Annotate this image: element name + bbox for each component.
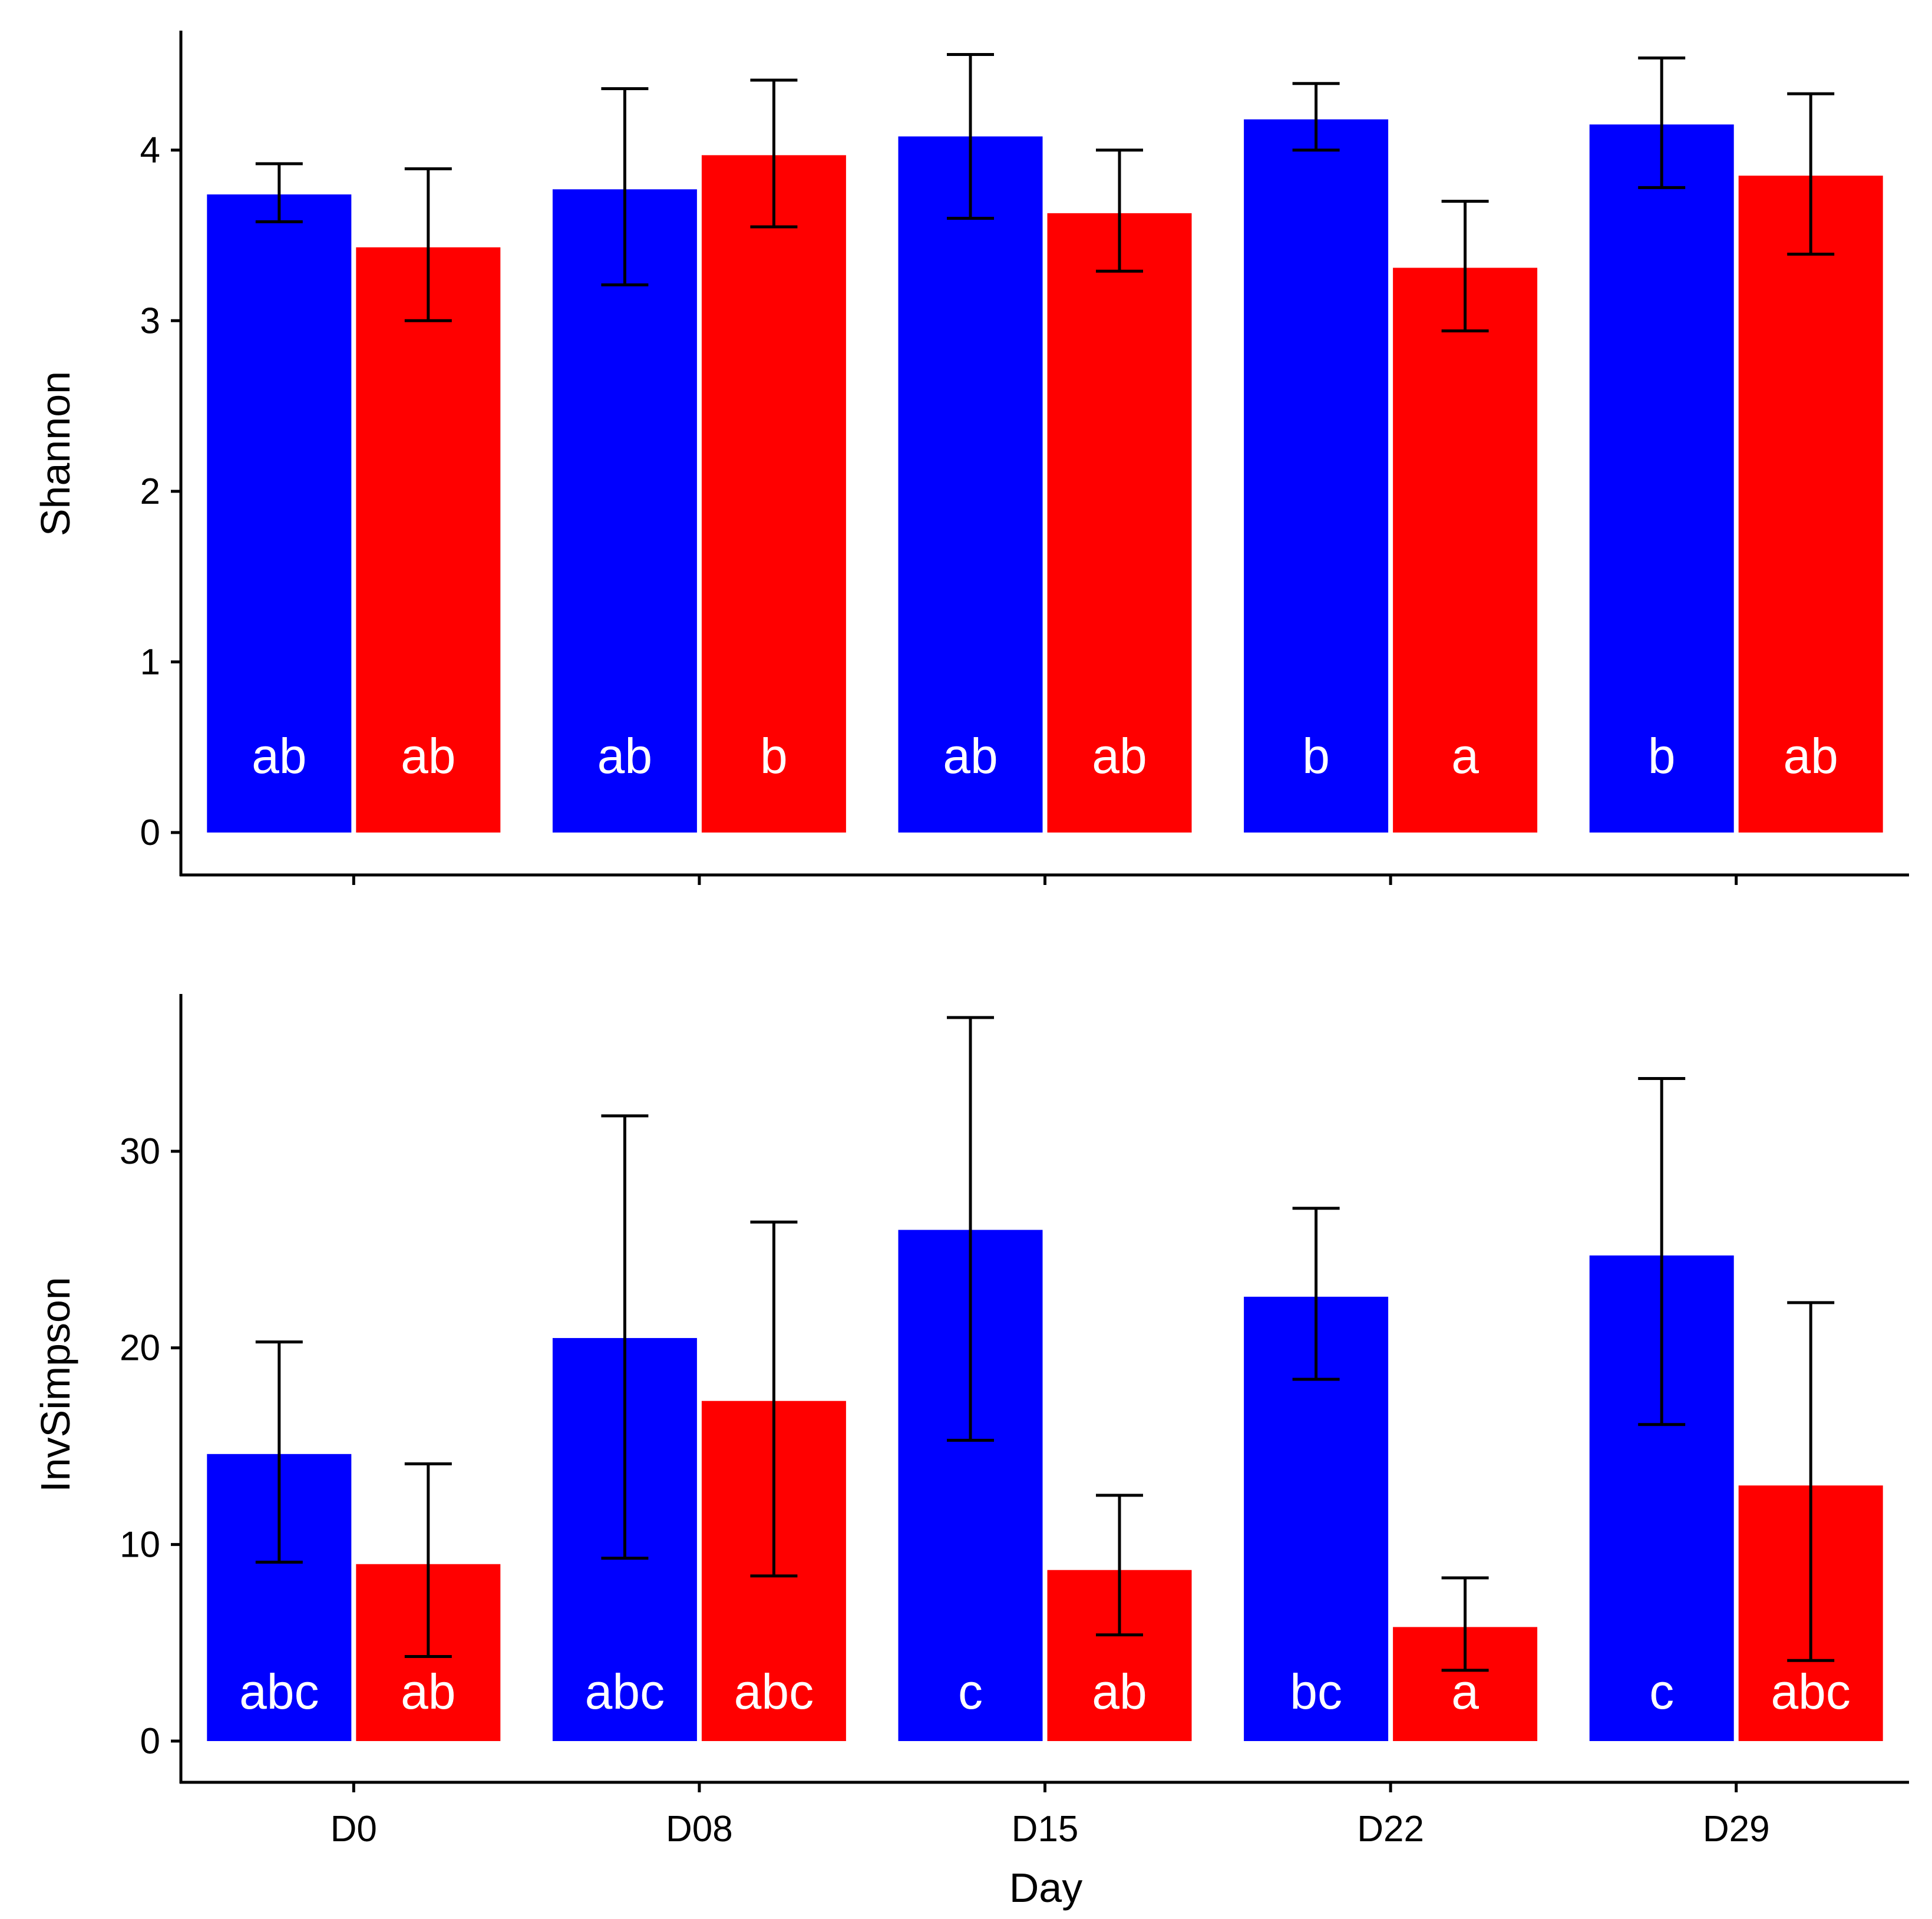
invsimpson-error-bar-D22-s0 bbox=[1292, 1207, 1340, 1381]
invsimpson-marks: 0 10 20 30 abc ab D0 abc abc D08 c ab D15 bc a D22 c abc D… bbox=[120, 1016, 1883, 1849]
shannon-error-bar-D29-s1 bbox=[1787, 92, 1835, 256]
shannon-bar-label-D15-s0: ab bbox=[943, 728, 998, 784]
invsimpson-error-bar-D0-s0 bbox=[255, 1340, 303, 1564]
invsimpson-x-tick-label-D22: D22 bbox=[1357, 1809, 1424, 1849]
shannon-error-bar-D22-s1 bbox=[1441, 200, 1489, 333]
shannon-y-tick-label: 1 bbox=[140, 642, 160, 682]
shannon-bar-D29-s1 bbox=[1738, 176, 1883, 833]
panel-invsimpson: 0 10 20 30 abc ab D0 abc abc D08 c ab D15 bc a D22 c abc D… bbox=[32, 994, 1909, 1911]
invsimpson-x-tick-label-D0: D0 bbox=[331, 1809, 377, 1849]
shannon-y-tick-label: 0 bbox=[140, 812, 160, 853]
shannon-error-bar-D15-s1 bbox=[1096, 148, 1143, 273]
shannon-bar-D08-s1 bbox=[701, 155, 846, 833]
shannon-error-bar-D08-s1 bbox=[750, 78, 798, 229]
shannon-bar-D15-s0 bbox=[898, 136, 1043, 833]
shannon-bar-label-D22-s1: a bbox=[1451, 728, 1479, 784]
shannon-error-bar-D0-s0 bbox=[255, 162, 303, 223]
invsimpson-bar-label-D0-s0: abc bbox=[239, 1664, 319, 1719]
shannon-y-axis-title: Shannon bbox=[32, 371, 78, 536]
invsimpson-y-axis-title: InvSimpson bbox=[32, 1277, 78, 1492]
invsimpson-error-bar-D22-s1 bbox=[1441, 1576, 1489, 1672]
invsimpson-error-bar-D29-s0 bbox=[1638, 1076, 1686, 1426]
shannon-bar-label-D0-s0: ab bbox=[252, 728, 306, 784]
invsimpson-error-bar-D08-s1 bbox=[750, 1220, 798, 1578]
x-axis-title: Day bbox=[1009, 1865, 1082, 1911]
shannon-error-bar-D0-s1 bbox=[404, 167, 452, 322]
invsimpson-bar-label-D29-s1: abc bbox=[1771, 1664, 1850, 1719]
shannon-bar-D15-s1 bbox=[1047, 213, 1192, 833]
invsimpson-bar-label-D0-s1: ab bbox=[401, 1664, 455, 1719]
invsimpson-error-bar-D08-s0 bbox=[601, 1114, 649, 1560]
invsimpson-bar-label-D29-s0: c bbox=[1649, 1664, 1674, 1719]
invsimpson-bar-label-D22-s1: a bbox=[1451, 1664, 1479, 1719]
invsimpson-error-bar-D29-s1 bbox=[1787, 1301, 1835, 1662]
shannon-y-tick-label: 3 bbox=[140, 300, 160, 341]
shannon-y-tick-label: 2 bbox=[140, 471, 160, 512]
shannon-error-bar-D29-s0 bbox=[1638, 56, 1686, 189]
invsimpson-y-tick-label: 20 bbox=[120, 1328, 160, 1369]
shannon-bar-D0-s0 bbox=[207, 194, 352, 833]
invsimpson-x-tick-label-D29: D29 bbox=[1703, 1809, 1770, 1849]
invsimpson-error-bar-D15-s0 bbox=[947, 1016, 994, 1442]
invsimpson-bar-label-D15-s1: ab bbox=[1092, 1664, 1147, 1719]
shannon-y-tick-label: 4 bbox=[140, 130, 160, 171]
shannon-error-bar-D22-s0 bbox=[1292, 82, 1340, 152]
shannon-bar-D29-s0 bbox=[1589, 124, 1734, 833]
shannon-bar-label-D15-s1: ab bbox=[1092, 728, 1147, 784]
invsimpson-y-tick-label: 0 bbox=[140, 1721, 160, 1762]
invsimpson-x-tick-label-D15: D15 bbox=[1012, 1809, 1079, 1849]
invsimpson-bar-label-D22-s0: bc bbox=[1290, 1664, 1342, 1719]
shannon-error-bar-D08-s0 bbox=[601, 87, 649, 286]
shannon-bar-label-D0-s1: ab bbox=[401, 728, 455, 784]
invsimpson-x-tick-label-D08: D08 bbox=[666, 1809, 733, 1849]
shannon-error-bar-D15-s0 bbox=[947, 53, 994, 220]
shannon-bar-label-D29-s0: b bbox=[1648, 728, 1676, 784]
shannon-bar-label-D22-s0: b bbox=[1302, 728, 1330, 784]
shannon-bar-D22-s1 bbox=[1393, 267, 1538, 833]
invsimpson-error-bar-D0-s1 bbox=[404, 1462, 452, 1659]
invsimpson-bar-label-D15-s0: c bbox=[958, 1664, 983, 1719]
shannon-bar-label-D08-s1: b bbox=[760, 728, 788, 784]
shannon-bar-label-D08-s0: ab bbox=[597, 728, 652, 784]
invsimpson-bar-label-D08-s0: abc bbox=[585, 1664, 665, 1719]
invsimpson-y-tick-label: 10 bbox=[120, 1524, 160, 1565]
invsimpson-y-tick-label: 30 bbox=[120, 1131, 160, 1172]
invsimpson-bar-label-D08-s1: abc bbox=[734, 1664, 814, 1719]
shannon-bar-D08-s0 bbox=[552, 189, 697, 833]
shannon-bar-label-D29-s1: ab bbox=[1783, 728, 1838, 784]
shannon-bar-D0-s1 bbox=[356, 247, 501, 833]
shannon-bar-D22-s0 bbox=[1244, 119, 1389, 833]
invsimpson-error-bar-D15-s1 bbox=[1096, 1494, 1143, 1637]
